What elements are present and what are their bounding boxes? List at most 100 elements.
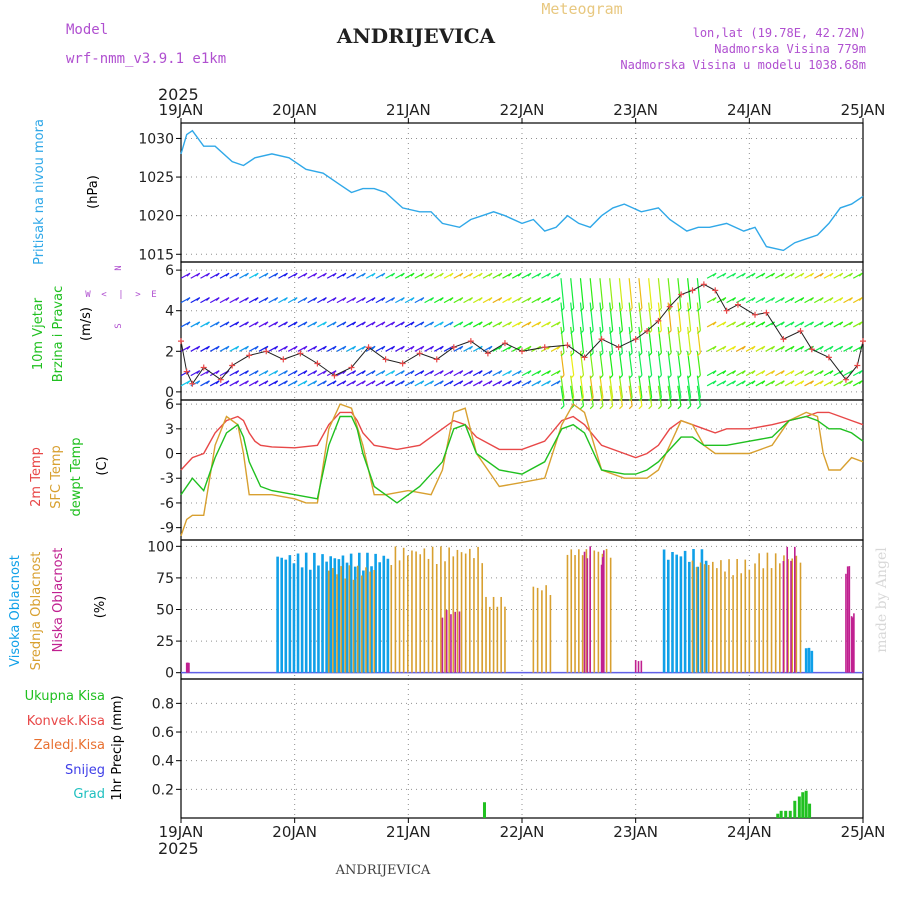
wind-arrowhead [829,380,834,385]
wind-arrowhead [537,272,542,277]
wind-arrowhead [761,380,766,385]
wind-arrow [560,385,565,406]
wind-arrowhead [589,374,594,379]
top-x-tick-label: 19JAN [159,101,204,119]
wind-arrowhead [478,272,483,277]
wind-arrowhead [849,297,853,302]
wind-arrow [657,302,662,331]
model-version: wrf-nmm_v3.9.1 e1km [66,51,226,67]
wind-arrowhead [761,345,766,350]
wind-speed-marker [734,301,741,308]
wind-arrowhead [556,297,561,302]
wind-arrowhead [589,352,594,357]
wind-arrowhead [469,297,473,302]
wind-arrowhead [206,297,210,302]
wind-arrowhead [371,370,376,375]
wind-arrowhead [235,370,240,375]
wind-arrowhead [648,330,653,335]
station-title: ANDRIJEVICA [336,24,496,48]
wind-arrowhead [628,330,633,335]
wind-arrowhead [657,330,662,335]
wind-speed-marker [632,336,639,343]
wind-speed-marker [501,340,508,347]
wind-arrowhead [352,345,357,350]
wind-arrowhead [819,380,824,385]
wind-arrowhead [570,352,575,357]
wind-arrowhead [687,397,692,402]
wind-arrowhead [469,272,473,277]
wind-arrowhead [449,321,454,326]
wind-arrow [609,375,614,398]
wind-arrow [618,375,624,398]
wind-arrowhead [638,405,643,410]
top-x-tick-label: 24JAN [727,101,772,119]
wind-arrowhead [303,345,308,350]
wind-arrowhead [741,345,746,350]
wind-arrowhead [381,380,386,385]
compass-arrow-right: > [135,290,141,300]
wind-speed-marker [780,336,787,343]
wind-arrowhead [215,321,220,326]
wind-arrowhead [264,345,269,350]
wind-arrowhead [420,272,425,277]
y-tick-label: 100 [147,539,174,555]
wind-arrowhead [849,380,853,385]
wind-arrowhead [819,345,824,350]
wind-arrowhead [274,321,279,326]
top-x-tick-label: 25JAN [841,101,886,119]
wind-arrowhead [274,345,279,350]
wind-arrowhead [537,380,542,385]
y-tick-label: 3 [165,422,174,438]
wind-arrowhead [420,321,425,326]
wind-arrowhead [430,272,434,277]
wind-arrow [618,385,624,406]
wind-arrowhead [732,321,737,326]
temp-series-0 [180,411,864,471]
wind-arrow [589,278,594,309]
bottom-x-tick-label: 24JAN [727,823,772,841]
wind-arrowhead [712,297,717,302]
wind-arrowhead [381,370,386,375]
wind-arrowhead [332,321,337,326]
wind-arrowhead [215,380,220,385]
wind-speed-marker [331,372,338,379]
wind-arrowhead [352,321,357,326]
wind-arrow [667,385,672,406]
y-tick-label: 0 [165,666,174,682]
wind-arrowhead [589,330,594,335]
wind-arrow [618,278,624,309]
y-tick-label: 75 [156,571,174,587]
y-tick-label: 25 [156,634,174,650]
wind-arrowhead [800,321,805,326]
wind-speed-marker [797,328,804,334]
wind-arrowhead [508,297,512,302]
wind-arrowhead [722,345,727,350]
credit-text: made by Angel [874,547,890,653]
wind-arrowhead [609,330,614,335]
bottom-year: 2025 [158,839,199,858]
wind-arrowhead [381,272,386,277]
wind-arrowhead [284,345,288,350]
wind-arrowhead [498,380,503,385]
wind-arrowhead [810,370,814,375]
legend-freezing-rain: Zaledj.Kisa [34,738,105,753]
wind-arrow [560,302,565,331]
wind-arrowhead [580,330,584,335]
wind-arrowhead [303,380,308,385]
precip-ylabel: 1hr Precip (mm) [110,695,125,800]
wind-arrowhead [303,272,308,277]
wind-arrowhead [722,272,727,277]
wind-arrowhead [638,307,643,312]
wind-arrowhead [235,297,240,302]
wind-arrowhead [712,380,717,385]
wind-arrow [657,375,662,398]
wind-arrowhead [274,297,279,302]
wind-arrow [696,302,701,331]
wind-arrowhead [810,380,814,385]
wind-arrowhead [819,297,824,302]
wind-arrowhead [547,380,551,385]
wind-arrowhead [498,370,503,375]
wind-arrowhead [508,272,512,277]
legend-snow: Snijeg [65,763,105,778]
wind-arrowhead [381,321,386,326]
